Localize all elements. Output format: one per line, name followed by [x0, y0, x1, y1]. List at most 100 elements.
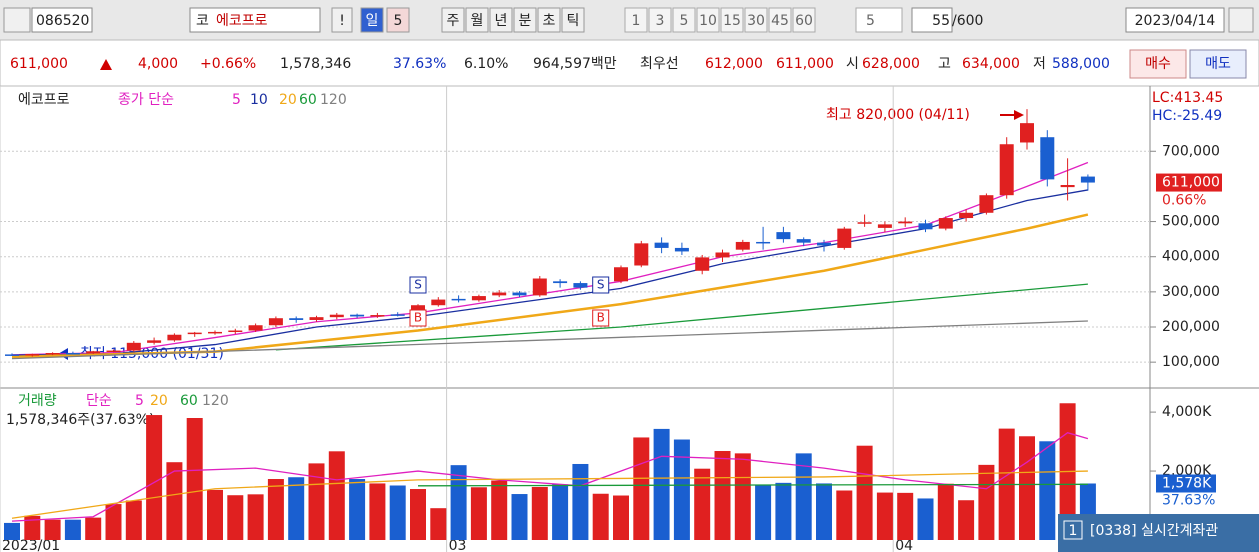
period-button[interactable]	[386, 7, 410, 33]
candle-body	[451, 298, 466, 301]
candle-body	[634, 243, 649, 266]
signal-box	[592, 276, 610, 294]
candle-body	[999, 144, 1014, 196]
candle-body	[1080, 176, 1095, 183]
y-tick-label: 300,000	[1162, 284, 1220, 300]
count-box[interactable]	[911, 7, 953, 33]
name-box[interactable]	[189, 7, 321, 33]
date: 2023/04/14	[1135, 13, 1216, 29]
candle-body	[147, 340, 162, 343]
alert-button[interactable]	[331, 7, 353, 33]
minute-button[interactable]	[744, 7, 768, 33]
popup-badge	[1063, 520, 1083, 540]
volume-bar	[410, 489, 426, 540]
calendar-button[interactable]	[1228, 7, 1254, 33]
candle-body	[1020, 123, 1034, 143]
candle-body	[979, 195, 994, 213]
minute-button[interactable]	[672, 7, 696, 33]
candle-body	[492, 292, 507, 296]
volume-bar	[125, 500, 142, 540]
popup[interactable]	[1058, 514, 1259, 552]
ratio: 6.10%	[464, 56, 508, 72]
open: 628,000	[862, 56, 920, 72]
candle-body	[471, 296, 486, 301]
y-tick-label: 400,000	[1162, 249, 1220, 265]
volume-ma	[11, 470, 1088, 519]
x-tick-label: 2023/01	[2, 538, 60, 552]
period-button[interactable]	[465, 7, 489, 33]
menu-button[interactable]	[3, 7, 31, 33]
candle-body	[350, 314, 365, 317]
signal: S	[414, 278, 422, 292]
period: 분	[519, 13, 532, 29]
last-rate: 0.66%	[1162, 193, 1206, 209]
candle-body	[837, 228, 852, 248]
volume-bar	[775, 482, 792, 540]
candle-body	[431, 299, 446, 306]
candle-body	[857, 222, 872, 224]
volume-bar	[186, 418, 203, 540]
volume-bar	[836, 490, 853, 540]
volume-bar	[592, 493, 609, 540]
candle-body	[309, 317, 324, 320]
period-button[interactable]	[561, 7, 585, 33]
candle-body	[877, 224, 892, 228]
buy-button[interactable]	[1129, 49, 1187, 79]
candle-body	[735, 241, 750, 250]
period: 년	[495, 13, 508, 29]
minute-button[interactable]	[720, 7, 744, 33]
signal: S	[597, 278, 605, 292]
lc: LC:413.45	[1152, 90, 1223, 106]
period: 월	[471, 13, 484, 29]
period-button[interactable]	[441, 7, 465, 33]
minute: 5	[680, 13, 689, 29]
period-button[interactable]	[489, 7, 513, 33]
volume-bar	[613, 495, 629, 540]
volume-bar	[389, 485, 406, 540]
minute: 60	[795, 13, 813, 29]
candle-body	[268, 318, 283, 326]
volume-bar	[552, 484, 569, 540]
buy: 매수	[1145, 56, 1171, 72]
minute: 10	[699, 13, 717, 29]
minute-button[interactable]	[648, 7, 672, 33]
code-box[interactable]	[31, 7, 93, 33]
last-volume-rate: 37.63%	[1162, 492, 1215, 508]
signal-box	[592, 309, 610, 327]
volume-bar	[958, 500, 975, 540]
low: 588,000	[1052, 56, 1110, 72]
moving-average	[11, 320, 1088, 360]
y-tick-label: 700,000	[1162, 143, 1220, 159]
volume-bar	[653, 428, 670, 540]
volume-bar	[247, 494, 264, 540]
period-button[interactable]	[513, 7, 537, 33]
candle-body	[228, 330, 243, 333]
legend-entry: 10	[250, 92, 268, 108]
legend-entry: 5	[232, 92, 241, 108]
period-button[interactable]	[360, 7, 384, 33]
volume-bar	[4, 522, 20, 540]
volume-ma	[11, 432, 1089, 522]
volume-bar	[44, 519, 61, 540]
signal-box	[409, 276, 427, 294]
minute: 45	[771, 13, 789, 29]
hc: HC:-25.49	[1152, 108, 1222, 124]
period: 틱	[567, 13, 580, 29]
sell-button[interactable]	[1189, 49, 1247, 79]
volume-ma-label: 단순	[86, 393, 112, 409]
high-note: 최고 820,000 (04/11)	[826, 107, 970, 123]
candle-body	[86, 351, 101, 354]
candle-body	[1060, 185, 1075, 188]
count-select[interactable]	[855, 7, 903, 33]
change: 4,000	[138, 56, 178, 72]
moving-average	[11, 213, 1089, 359]
minute: 3	[656, 13, 665, 29]
y-tick-label: 500,000	[1162, 214, 1220, 230]
date-box[interactable]	[1125, 7, 1225, 33]
period-button[interactable]	[537, 7, 561, 33]
minute-button[interactable]	[792, 7, 816, 33]
minute-button[interactable]	[768, 7, 792, 33]
minute-button[interactable]	[624, 7, 648, 33]
minute-button[interactable]	[696, 7, 720, 33]
candle-body	[674, 247, 689, 252]
